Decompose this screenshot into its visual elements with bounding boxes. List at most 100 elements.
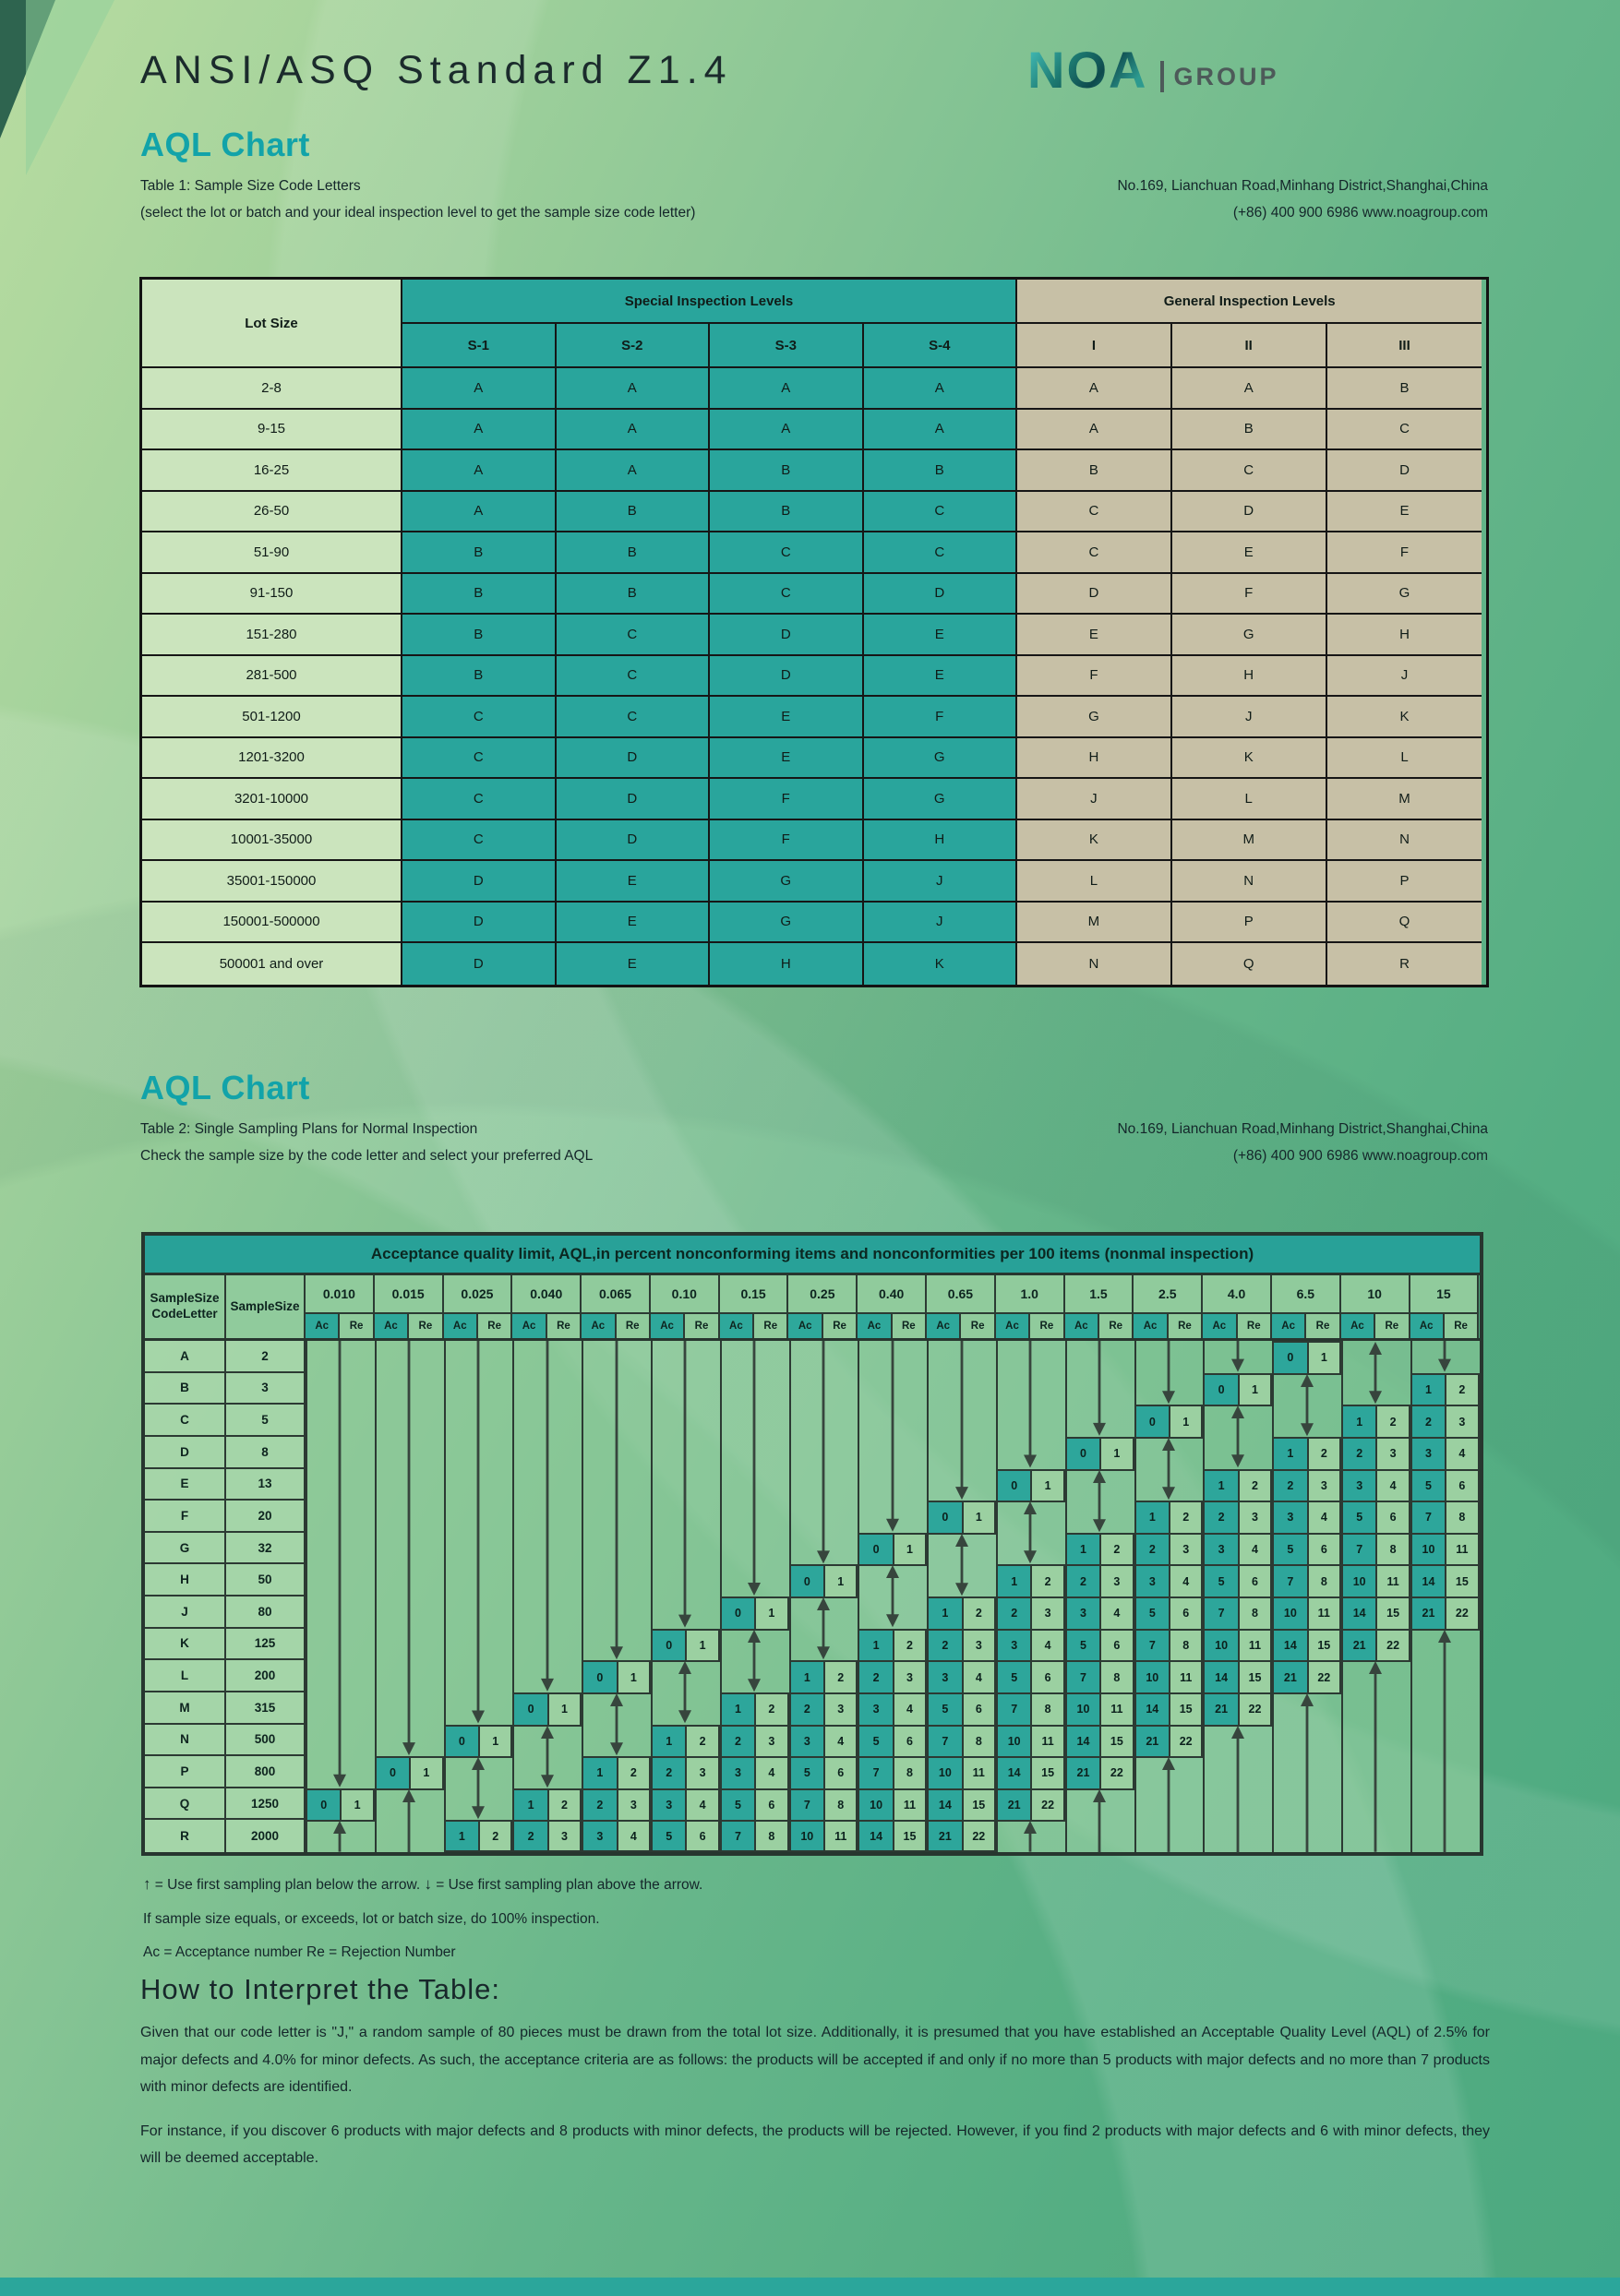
table2-re-value-cell: 11 bbox=[892, 1788, 928, 1823]
table1-special-col-header: S-4 bbox=[863, 324, 1017, 368]
table2-re-header: Re bbox=[1306, 1314, 1341, 1338]
table1-special-value-cell: E bbox=[556, 861, 710, 903]
table1-general-value-cell: N bbox=[1326, 819, 1482, 861]
table2-ac-value-cell: 21 bbox=[927, 1820, 964, 1852]
table1-lot-range-cell: 16-25 bbox=[142, 450, 402, 492]
table2-ac-value-cell: 3 bbox=[1203, 1532, 1240, 1567]
down-arrow bbox=[472, 1341, 485, 1724]
table1-special-value-cell: A bbox=[556, 368, 710, 410]
table2-re-header: Re bbox=[1168, 1314, 1204, 1338]
table2-ac-value-cell: 3 bbox=[719, 1756, 757, 1790]
table1-caption: Table 1: Sample Size Code Letters (selec… bbox=[140, 173, 695, 226]
table1-special-value-cell: B bbox=[710, 491, 864, 532]
down-arrow bbox=[1093, 1341, 1107, 1436]
table1-special-value-cell: B bbox=[556, 491, 710, 532]
table2-ac-value-cell: 2 bbox=[858, 1660, 894, 1694]
table2-ac-value-cell: 10 bbox=[1134, 1660, 1170, 1694]
table1-general-value-cell: R bbox=[1326, 943, 1482, 985]
table2-sample-size-cell: 800 bbox=[226, 1756, 306, 1788]
up-arrow bbox=[333, 1821, 347, 1852]
footnote-arrows: ↑ = Use first sampling plan below the ar… bbox=[143, 1866, 702, 1903]
table2-ac-value-cell: 7 bbox=[1410, 1501, 1447, 1535]
table2-aql-level-header: 0.010 bbox=[306, 1275, 375, 1314]
table2-ac-value-cell: 7 bbox=[1341, 1532, 1378, 1567]
table1-special-value-cell: A bbox=[556, 409, 710, 450]
table1-lot-range-cell: 281-500 bbox=[142, 655, 402, 697]
table2-ac-value-cell: 5 bbox=[719, 1788, 757, 1823]
table2-re-value-cell: 1 bbox=[1030, 1468, 1065, 1503]
table2-re-value-cell: 4 bbox=[1306, 1501, 1341, 1535]
table1-special-value-cell: D bbox=[556, 779, 710, 820]
table2-re-header: Re bbox=[1098, 1314, 1134, 1338]
table1-general-value-cell: D bbox=[1171, 491, 1327, 532]
table2-aql-level-header: 0.25 bbox=[788, 1275, 858, 1314]
table1-special-value-cell: G bbox=[863, 779, 1017, 820]
interpretation-section: How to Interpret the Table: Given that o… bbox=[140, 1973, 1490, 2189]
down-arrow bbox=[1438, 1341, 1452, 1372]
table1-general-levels-header: General Inspection Levels bbox=[1017, 280, 1482, 324]
table2-re-value-cell: 3 bbox=[546, 1820, 582, 1852]
table2-re-value-cell: 3 bbox=[1306, 1468, 1341, 1503]
table2-caption: Table 2: Single Sampling Plans for Norma… bbox=[140, 1117, 593, 1169]
table2-aql-level-header: 2.5 bbox=[1134, 1275, 1204, 1314]
table2-ac-value-cell: 2 bbox=[651, 1756, 688, 1790]
table1-general-value-cell: E bbox=[1017, 615, 1172, 656]
both-arrow bbox=[1300, 1373, 1314, 1436]
table2-aql-level-header: 0.025 bbox=[443, 1275, 513, 1314]
table2-code-letter-cell: A bbox=[145, 1341, 226, 1373]
table2-ac-header: Ac bbox=[1203, 1314, 1238, 1338]
table2-column-line bbox=[512, 1341, 515, 1852]
table2-re-value-cell: 1 bbox=[1169, 1405, 1204, 1439]
table2-column-line bbox=[858, 1341, 860, 1852]
table1-special-value-cell: E bbox=[710, 697, 864, 738]
table2-sample-size-cell: 2 bbox=[226, 1341, 306, 1373]
table1-caption-line1: Table 1: Sample Size Code Letters bbox=[140, 178, 361, 194]
table2-sample-size-cell: 80 bbox=[226, 1596, 306, 1629]
table1-special-value-cell: B bbox=[556, 532, 710, 574]
table2-re-value-cell: 22 bbox=[1445, 1596, 1480, 1631]
table2-re-header: Re bbox=[892, 1314, 928, 1338]
table2-ac-value-cell: 14 bbox=[1341, 1596, 1378, 1631]
table2-ac-header: Ac bbox=[1340, 1314, 1376, 1338]
section2-heading: AQL Chart bbox=[140, 1069, 310, 1106]
table2-ac-value-cell: 3 bbox=[1410, 1436, 1447, 1471]
table2-re-value-cell: 4 bbox=[1375, 1468, 1410, 1503]
table2-code-letter-cell: R bbox=[145, 1820, 226, 1852]
logo-suffix-text: GROUP bbox=[1173, 62, 1279, 90]
table1-general-col-header: I bbox=[1017, 324, 1172, 368]
table2-ac-value-cell: 1 bbox=[927, 1596, 964, 1631]
table2-ac-value-cell: 0 bbox=[719, 1596, 757, 1631]
table1-special-value-cell: A bbox=[402, 450, 557, 492]
table2-ac-value-cell: 3 bbox=[788, 1724, 825, 1759]
both-arrow bbox=[678, 1661, 692, 1724]
table2-re-value-cell: 22 bbox=[1375, 1628, 1410, 1663]
table2-ac-value-cell: 1 bbox=[996, 1564, 1033, 1598]
table2-re-value-cell: 2 bbox=[961, 1596, 996, 1631]
down-arrow bbox=[678, 1341, 692, 1628]
table1-special-value-cell: G bbox=[710, 902, 864, 943]
both-arrow bbox=[1162, 1437, 1175, 1501]
table2-sample-size-cell: 125 bbox=[226, 1628, 306, 1661]
table1-special-col-header: S-1 bbox=[402, 324, 557, 368]
table2-code-letter-cell: G bbox=[145, 1532, 226, 1565]
table2-sample-size-cell: 20 bbox=[226, 1501, 306, 1533]
table1-general-value-cell: J bbox=[1017, 779, 1172, 820]
table2-code-letter-cell: B bbox=[145, 1372, 226, 1405]
table2-re-value-cell: 8 bbox=[1030, 1692, 1065, 1727]
table1-general-value-cell: N bbox=[1171, 861, 1327, 903]
table2-ac-value-cell: 5 bbox=[1203, 1564, 1240, 1598]
table2-ac-value-cell: 0 bbox=[1272, 1341, 1309, 1375]
table2-ac-header: Ac bbox=[719, 1314, 755, 1338]
up-arrow bbox=[1024, 1821, 1038, 1852]
table1-general-value-cell: G bbox=[1326, 573, 1482, 615]
table2-ac-header: Ac bbox=[788, 1314, 823, 1338]
table2-re-header: Re bbox=[961, 1314, 996, 1338]
table2-ac-value-cell: 1 bbox=[1410, 1372, 1447, 1407]
table2-re-value-cell: 8 bbox=[823, 1788, 858, 1823]
footer-bar bbox=[0, 2278, 1620, 2296]
table1-general-value-cell: M bbox=[1171, 819, 1327, 861]
table2-re-value-cell: 1 bbox=[685, 1628, 720, 1663]
table1-general-value-cell: B bbox=[1017, 450, 1172, 492]
table2-column-line bbox=[443, 1341, 446, 1852]
